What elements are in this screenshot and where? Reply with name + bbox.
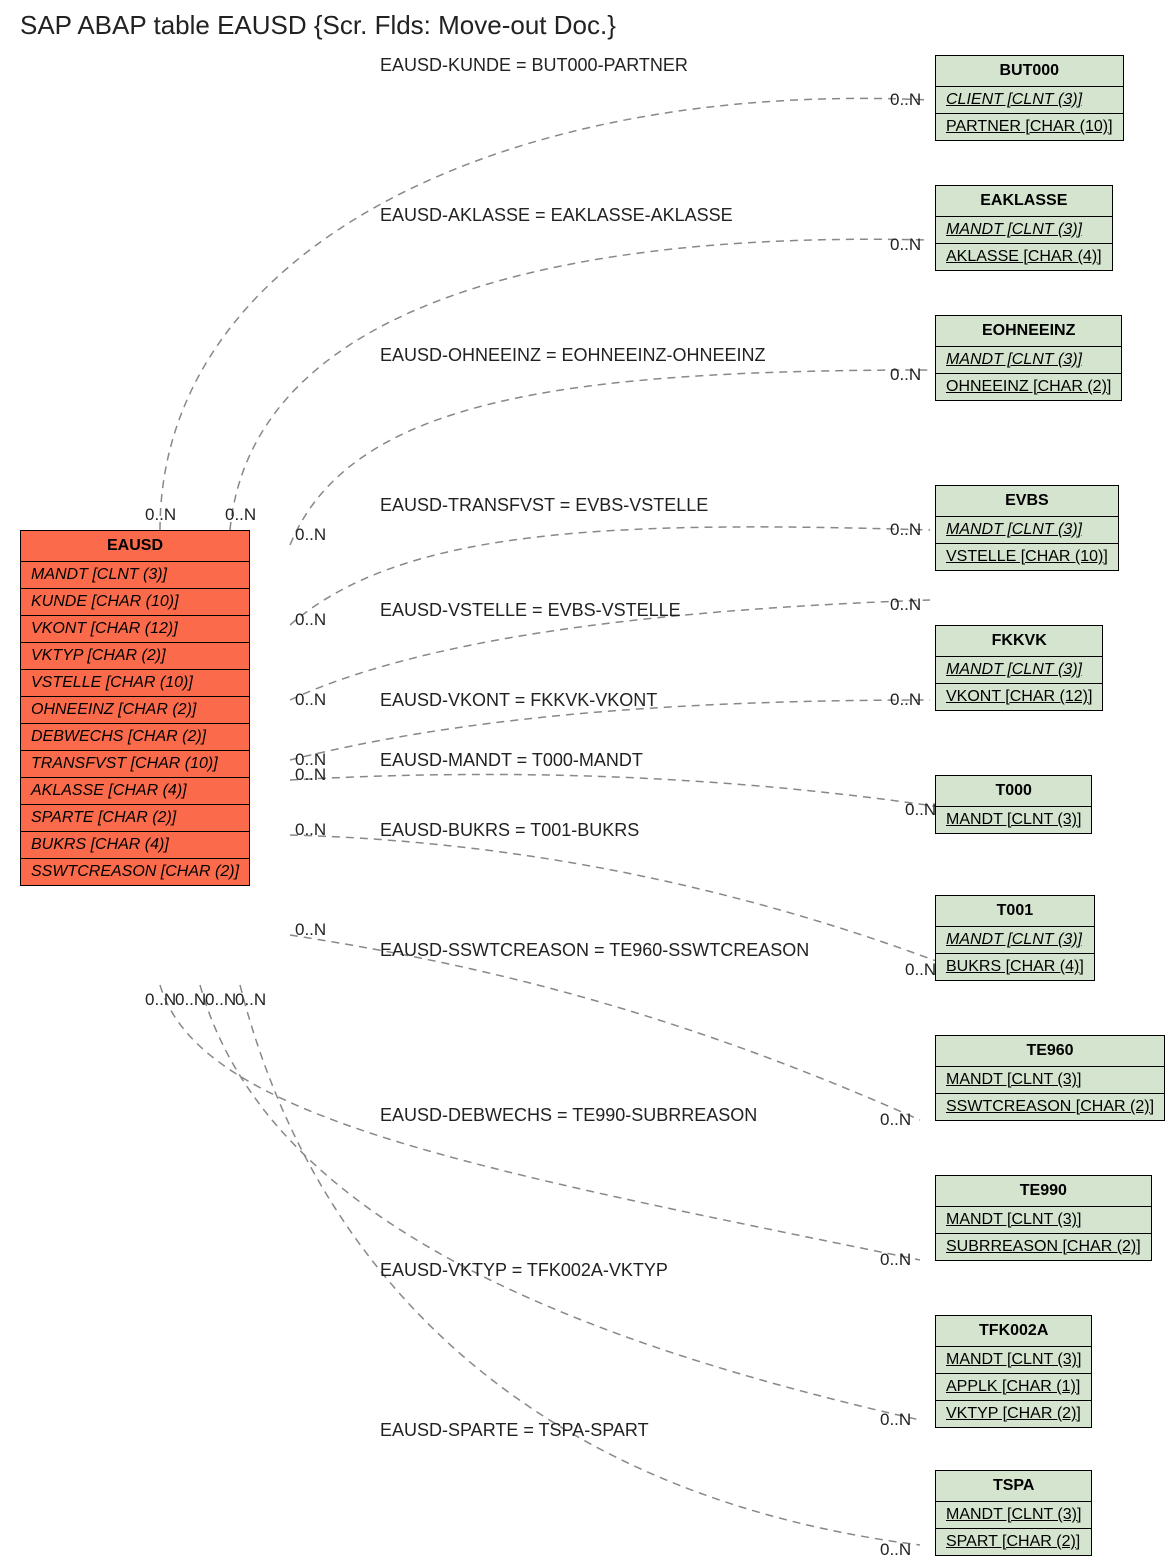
- edge-label: EAUSD-TRANSFVST = EVBS-VSTELLE: [380, 495, 708, 516]
- ref-table-t001: T001MANDT [CLNT (3)]BUKRS [CHAR (4)]: [935, 895, 1095, 981]
- table-row: VKONT [CHAR (12)]: [21, 616, 249, 643]
- edge-label: EAUSD-KUNDE = BUT000-PARTNER: [380, 55, 688, 76]
- table-row: SPARTE [CHAR (2)]: [21, 805, 249, 832]
- cardinality-near: 0..N: [205, 990, 236, 1010]
- ref-table-header: FKKVK: [936, 626, 1102, 657]
- table-row: KUNDE [CHAR (10)]: [21, 589, 249, 616]
- table-row: MANDT [CLNT (3)]: [936, 807, 1091, 833]
- ref-table-tspa: TSPAMANDT [CLNT (3)]SPART [CHAR (2)]: [935, 1470, 1092, 1556]
- cardinality-near: 0..N: [295, 690, 326, 710]
- cardinality-near: 0..N: [235, 990, 266, 1010]
- table-row: AKLASSE [CHAR (4)]: [936, 244, 1112, 270]
- ref-table-header: EOHNEEINZ: [936, 316, 1121, 347]
- ref-table-tfk002a: TFK002AMANDT [CLNT (3)]APPLK [CHAR (1)]V…: [935, 1315, 1092, 1428]
- table-row: MANDT [CLNT (3)]: [936, 1207, 1151, 1234]
- edge-label: EAUSD-VKTYP = TFK002A-VKTYP: [380, 1260, 668, 1281]
- table-row: TRANSFVST [CHAR (10)]: [21, 751, 249, 778]
- table-row: BUKRS [CHAR (4)]: [936, 954, 1094, 980]
- table-row: MANDT [CLNT (3)]: [936, 217, 1112, 244]
- table-row: MANDT [CLNT (3)]: [936, 657, 1102, 684]
- ref-table-header: T001: [936, 896, 1094, 927]
- table-row: VSTELLE [CHAR (10)]: [936, 544, 1118, 570]
- table-row: PARTNER [CHAR (10)]: [936, 114, 1123, 140]
- page-title: SAP ABAP table EAUSD {Scr. Flds: Move-ou…: [20, 10, 616, 41]
- edge-label: EAUSD-SPARTE = TSPA-SPART: [380, 1420, 649, 1441]
- edge-label: EAUSD-OHNEEINZ = EOHNEEINZ-OHNEEINZ: [380, 345, 766, 366]
- cardinality-near: 0..N: [295, 765, 326, 785]
- ref-table-header: BUT000: [936, 56, 1123, 87]
- table-row: MANDT [CLNT (3)]: [936, 1347, 1091, 1374]
- cardinality-far: 0..N: [890, 235, 921, 255]
- table-row: MANDT [CLNT (3)]: [936, 1502, 1091, 1529]
- ref-table-header: TFK002A: [936, 1316, 1091, 1347]
- table-row: SUBRREASON [CHAR (2)]: [936, 1234, 1151, 1260]
- cardinality-far: 0..N: [905, 800, 936, 820]
- cardinality-far: 0..N: [880, 1250, 911, 1270]
- table-row: VKONT [CHAR (12)]: [936, 684, 1102, 710]
- cardinality-near: 0..N: [295, 525, 326, 545]
- ref-table-fkkvk: FKKVKMANDT [CLNT (3)]VKONT [CHAR (12)]: [935, 625, 1103, 711]
- table-row: DEBWECHS [CHAR (2)]: [21, 724, 249, 751]
- cardinality-far: 0..N: [890, 520, 921, 540]
- cardinality-far: 0..N: [890, 90, 921, 110]
- table-row: SPART [CHAR (2)]: [936, 1529, 1091, 1555]
- ref-table-evbs: EVBSMANDT [CLNT (3)]VSTELLE [CHAR (10)]: [935, 485, 1119, 571]
- table-row: VKTYP [CHAR (2)]: [936, 1401, 1091, 1427]
- ref-table-te960: TE960MANDT [CLNT (3)]SSWTCREASON [CHAR (…: [935, 1035, 1165, 1121]
- cardinality-near: 0..N: [295, 820, 326, 840]
- table-row: AKLASSE [CHAR (4)]: [21, 778, 249, 805]
- ref-table-eaklasse: EAKLASSEMANDT [CLNT (3)]AKLASSE [CHAR (4…: [935, 185, 1113, 271]
- cardinality-far: 0..N: [890, 595, 921, 615]
- table-row: MANDT [CLNT (3)]: [936, 517, 1118, 544]
- table-row: MANDT [CLNT (3)]: [936, 347, 1121, 374]
- ref-table-header: TE960: [936, 1036, 1164, 1067]
- table-row: BUKRS [CHAR (4)]: [21, 832, 249, 859]
- ref-table-eohneeinz: EOHNEEINZMANDT [CLNT (3)]OHNEEINZ [CHAR …: [935, 315, 1122, 401]
- table-row: APPLK [CHAR (1)]: [936, 1374, 1091, 1401]
- ref-table-header: T000: [936, 776, 1091, 807]
- table-row: MANDT [CLNT (3)]: [936, 927, 1094, 954]
- ref-table-header: TE990: [936, 1176, 1151, 1207]
- cardinality-near: 0..N: [295, 920, 326, 940]
- ref-table-but000: BUT000CLIENT [CLNT (3)]PARTNER [CHAR (10…: [935, 55, 1124, 141]
- table-row: VKTYP [CHAR (2)]: [21, 643, 249, 670]
- table-row: CLIENT [CLNT (3)]: [936, 87, 1123, 114]
- cardinality-far: 0..N: [880, 1110, 911, 1130]
- cardinality-near: 0..N: [295, 610, 326, 630]
- table-row: MANDT [CLNT (3)]: [936, 1067, 1164, 1094]
- table-row: OHNEEINZ [CHAR (2)]: [21, 697, 249, 724]
- cardinality-far: 0..N: [905, 960, 936, 980]
- cardinality-near: 0..N: [225, 505, 256, 525]
- cardinality-far: 0..N: [880, 1410, 911, 1430]
- edge-label: EAUSD-SSWTCREASON = TE960-SSWTCREASON: [380, 940, 809, 961]
- table-row: SSWTCREASON [CHAR (2)]: [936, 1094, 1164, 1120]
- edge-label: EAUSD-DEBWECHS = TE990-SUBRREASON: [380, 1105, 757, 1126]
- edge-label: EAUSD-AKLASSE = EAKLASSE-AKLASSE: [380, 205, 733, 226]
- ref-table-te990: TE990MANDT [CLNT (3)]SUBRREASON [CHAR (2…: [935, 1175, 1152, 1261]
- edge-label: EAUSD-BUKRS = T001-BUKRS: [380, 820, 639, 841]
- cardinality-far: 0..N: [890, 690, 921, 710]
- edge-label: EAUSD-MANDT = T000-MANDT: [380, 750, 643, 771]
- main-table-eausd: EAUSD MANDT [CLNT (3)] KUNDE [CHAR (10)]…: [20, 530, 250, 886]
- ref-table-header: TSPA: [936, 1471, 1091, 1502]
- cardinality-far: 0..N: [880, 1540, 911, 1560]
- edge-label: EAUSD-VSTELLE = EVBS-VSTELLE: [380, 600, 681, 621]
- cardinality-near: 0..N: [145, 990, 176, 1010]
- table-row: VSTELLE [CHAR (10)]: [21, 670, 249, 697]
- ref-table-t000: T000MANDT [CLNT (3)]: [935, 775, 1092, 834]
- main-table-header: EAUSD: [21, 531, 249, 562]
- ref-table-header: EVBS: [936, 486, 1118, 517]
- table-row: MANDT [CLNT (3)]: [21, 562, 249, 589]
- table-row: OHNEEINZ [CHAR (2)]: [936, 374, 1121, 400]
- edge-label: EAUSD-VKONT = FKKVK-VKONT: [380, 690, 657, 711]
- cardinality-near: 0..N: [175, 990, 206, 1010]
- cardinality-near: 0..N: [145, 505, 176, 525]
- ref-table-header: EAKLASSE: [936, 186, 1112, 217]
- table-row: SSWTCREASON [CHAR (2)]: [21, 859, 249, 885]
- cardinality-far: 0..N: [890, 365, 921, 385]
